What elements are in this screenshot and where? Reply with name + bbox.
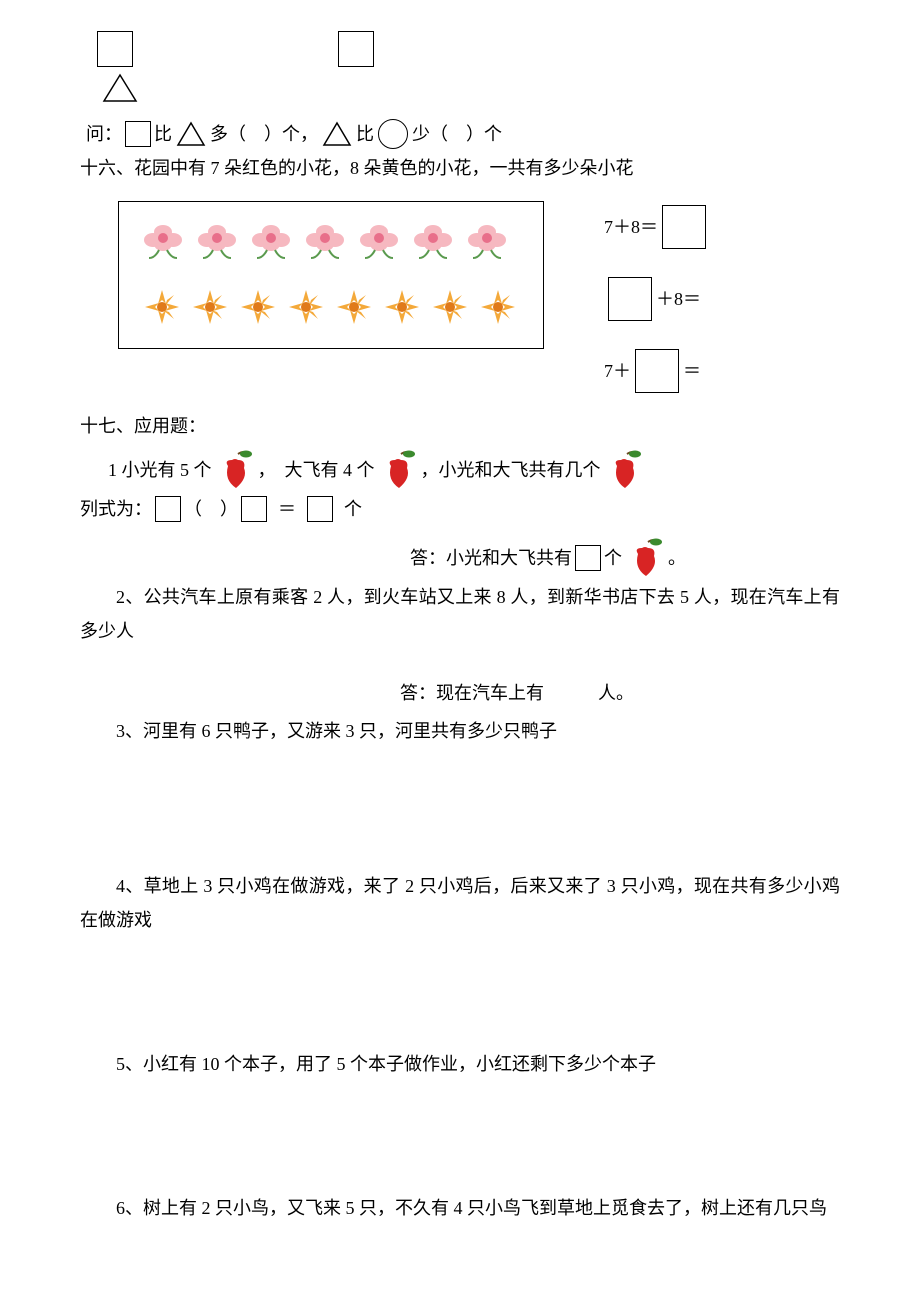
answer-box[interactable] <box>608 277 652 321</box>
pink-flower-icon <box>411 218 455 260</box>
text: 比 <box>154 117 172 151</box>
triangle-icon <box>176 121 206 147</box>
eq-text: ＋8＝ <box>656 282 701 316</box>
yellow-flower-icon <box>477 286 519 328</box>
answer-box[interactable] <box>662 205 706 249</box>
answer-box[interactable] <box>635 349 679 393</box>
answer-box[interactable] <box>307 496 333 522</box>
pink-flower-row <box>141 218 521 260</box>
top-shape-row <box>94 30 840 103</box>
q17-title: 十七、应用题： <box>80 409 840 443</box>
eq-row-1: 7＋8＝ <box>604 205 710 249</box>
text: 列式为： <box>80 492 152 526</box>
q17-p2: 2、公共汽车上原有乘客 2 人，到火车站又上来 8 人，到新华书店下去 5 人，… <box>80 580 840 648</box>
text: 个 <box>344 492 362 526</box>
q17-p5: 5、小红有 10 个本子，用了 5 个本子做作业，小红还剩下多少个本子 <box>80 1047 840 1081</box>
text: ＝ <box>278 492 296 526</box>
q16-title: 十六、花园中有 7 朵红色的小花，8 朵黄色的小花，一共有多少朵小花 <box>80 151 840 185</box>
yellow-flower-icon <box>141 286 183 328</box>
yellow-flower-icon <box>333 286 375 328</box>
text: 比 <box>356 117 374 151</box>
eq-text: ＝ <box>683 354 701 388</box>
q16-figure: 7＋8＝ ＋8＝ 7＋ ＝ <box>80 201 840 393</box>
equation-column: 7＋8＝ ＋8＝ 7＋ ＝ <box>604 201 710 393</box>
yellow-flower-icon <box>237 286 279 328</box>
text: 1 小光有 5 个 <box>108 453 212 487</box>
apple-icon <box>624 536 666 580</box>
text: 少（ ）个 <box>412 117 502 151</box>
text: 。 <box>668 541 686 575</box>
eq-row-2: ＋8＝ <box>604 277 710 321</box>
text: ，小光和大飞共有几个 <box>421 453 601 487</box>
yellow-flower-icon <box>189 286 231 328</box>
pink-flower-icon <box>141 218 185 260</box>
text: 个 <box>604 541 622 575</box>
flower-frame <box>118 201 544 349</box>
square-icon <box>338 31 374 67</box>
pink-flower-icon <box>249 218 293 260</box>
q15-line: 问： 比 多（ ）个， 比 少（ ）个 <box>86 117 840 151</box>
answer-box[interactable] <box>241 496 267 522</box>
pink-flower-icon <box>195 218 239 260</box>
text: （ ） <box>184 492 238 526</box>
yellow-flower-icon <box>429 286 471 328</box>
q17-p1-answer: 答：小光和大飞共有 个 。 <box>410 536 840 580</box>
eq-row-3: 7＋ ＝ <box>604 349 710 393</box>
eq-text: 7＋ <box>604 354 631 388</box>
square-icon <box>125 121 151 147</box>
q17-p3: 3、河里有 6 只鸭子，又游来 3 只，河里共有多少只鸭子 <box>80 714 840 748</box>
eq-text: 7＋8＝ <box>604 210 658 244</box>
yellow-flower-row <box>141 286 521 328</box>
q17-p2-answer: 答：现在汽车上有 人。 <box>400 676 840 710</box>
yellow-flower-icon <box>285 286 327 328</box>
q17-p1-form: 列式为： （ ） ＝ 个 <box>80 492 840 526</box>
text: 多（ ）个， <box>210 117 318 151</box>
triangle-icon <box>322 121 352 147</box>
apple-icon <box>214 448 256 492</box>
q15-prefix: 问： <box>86 117 122 151</box>
pink-flower-icon <box>465 218 509 260</box>
text: ， 大飞有 4 个 <box>258 453 375 487</box>
pink-flower-icon <box>303 218 347 260</box>
q17-p1-line1: 1 小光有 5 个 ， 大飞有 4 个 ，小光和大飞共有几个 <box>108 448 840 492</box>
circle-icon <box>378 119 408 149</box>
pink-flower-icon <box>357 218 401 260</box>
square-icon <box>97 31 133 67</box>
answer-box[interactable] <box>575 545 601 571</box>
q17-p6: 6、树上有 2 只小鸟，又飞来 5 只，不久有 4 只小鸟飞到草地上觅食去了，树… <box>80 1191 840 1225</box>
text: 答：小光和大飞共有 <box>410 541 572 575</box>
answer-box[interactable] <box>155 496 181 522</box>
q17-p4: 4、草地上 3 只小鸡在做游戏，来了 2 只小鸡后，后来又来了 3 只小鸡，现在… <box>80 869 840 937</box>
apple-icon <box>603 448 645 492</box>
apple-icon <box>377 448 419 492</box>
yellow-flower-icon <box>381 286 423 328</box>
triangle-icon <box>102 73 138 103</box>
